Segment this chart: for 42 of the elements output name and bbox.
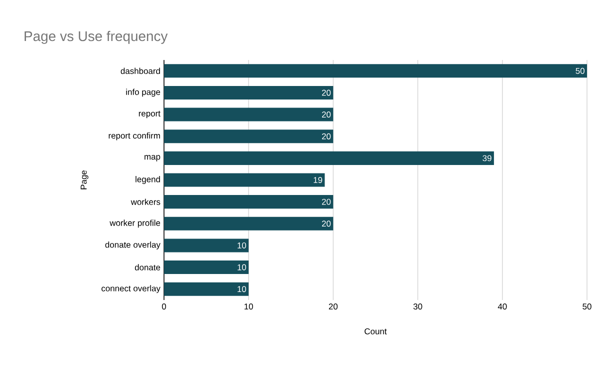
bar [164, 151, 494, 165]
x-axis-title: Count [364, 328, 387, 334]
data-label: 10 [238, 242, 246, 248]
y-tick-label: report confirm [108, 132, 160, 140]
data-label: 10 [238, 264, 246, 270]
bar [164, 86, 334, 100]
bar [164, 216, 334, 230]
x-tick-label: 0 [162, 304, 166, 310]
data-label: 20 [322, 133, 331, 140]
bar [164, 282, 249, 296]
bar [164, 130, 334, 144]
bar [164, 195, 334, 209]
x-tick-label: 40 [498, 304, 507, 310]
data-label: 20 [322, 112, 331, 118]
data-label: 20 [322, 90, 331, 96]
data-label: 19 [314, 177, 322, 183]
y-tick-label: report [138, 110, 160, 118]
y-tick-label: workers [130, 198, 160, 205]
y-tick-label: dashboard [120, 68, 160, 74]
x-tick-label: 50 [582, 304, 592, 310]
bar [164, 260, 249, 274]
y-tick-label: map [144, 155, 160, 162]
x-tick-label: 20 [328, 304, 338, 310]
x-tick-label: 10 [244, 304, 253, 310]
y-tick-label: donate overlay [105, 242, 160, 250]
data-label: 20 [322, 220, 331, 227]
bar [164, 108, 334, 122]
data-label: 39 [482, 155, 492, 162]
data-label: 50 [576, 68, 584, 74]
y-tick-label: connect overlay [102, 285, 160, 294]
y-tick-label: worker profile [110, 220, 160, 228]
bar [164, 238, 249, 252]
chart-title: Page vs Use frequency [24, 30, 168, 44]
y-tick-label: info page [126, 88, 160, 97]
y-tick-label: legend [136, 176, 160, 184]
data-label: 20 [322, 198, 331, 205]
x-tick-label: 30 [413, 304, 422, 310]
y-axis-title: Page [80, 170, 88, 190]
data-label: 10 [238, 286, 246, 292]
y-tick-label: donate [134, 264, 160, 270]
bar [164, 64, 588, 78]
bar [164, 173, 325, 187]
